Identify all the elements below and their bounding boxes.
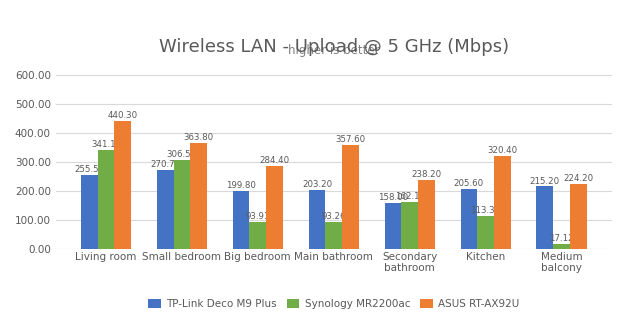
Bar bbox=[174, 160, 190, 249]
Bar bbox=[494, 156, 510, 249]
Text: 320.40: 320.40 bbox=[487, 146, 517, 155]
Text: 203.20: 203.20 bbox=[302, 180, 332, 189]
Bar bbox=[553, 244, 570, 249]
Text: 158.00: 158.00 bbox=[378, 193, 408, 202]
Bar bbox=[401, 202, 418, 249]
Bar bbox=[536, 186, 553, 249]
Text: 162.10: 162.10 bbox=[394, 192, 425, 201]
Text: 357.60: 357.60 bbox=[336, 135, 365, 144]
Text: 341.10: 341.10 bbox=[91, 140, 121, 149]
Bar bbox=[325, 222, 342, 249]
Bar bbox=[114, 121, 131, 249]
Text: 113.30: 113.30 bbox=[470, 206, 501, 215]
Bar bbox=[266, 166, 283, 249]
Bar bbox=[384, 203, 401, 249]
Bar bbox=[250, 222, 266, 249]
Text: 93.26: 93.26 bbox=[321, 212, 346, 221]
Bar bbox=[570, 184, 586, 249]
Bar bbox=[233, 191, 250, 249]
Text: 270.70: 270.70 bbox=[150, 160, 180, 169]
Text: 238.20: 238.20 bbox=[412, 170, 441, 179]
Text: 224.20: 224.20 bbox=[563, 174, 593, 183]
Bar bbox=[98, 150, 114, 249]
Text: 205.60: 205.60 bbox=[454, 179, 484, 188]
Text: 17.12: 17.12 bbox=[549, 234, 574, 243]
Bar bbox=[477, 216, 494, 249]
Bar bbox=[157, 170, 174, 249]
Text: 215.20: 215.20 bbox=[530, 176, 560, 186]
Legend: TP-Link Deco M9 Plus, Synology MR2200ac, ASUS RT-AX92U: TP-Link Deco M9 Plus, Synology MR2200ac,… bbox=[145, 296, 522, 312]
Text: 255.50: 255.50 bbox=[74, 165, 104, 174]
Title: Wireless LAN - Upload @ 5 GHz (Mbps): Wireless LAN - Upload @ 5 GHz (Mbps) bbox=[159, 38, 509, 56]
Text: 199.80: 199.80 bbox=[226, 181, 256, 190]
Text: 306.50: 306.50 bbox=[167, 150, 197, 159]
Text: 440.30: 440.30 bbox=[108, 111, 138, 120]
Text: 93.91: 93.91 bbox=[245, 212, 270, 221]
Bar bbox=[190, 143, 207, 249]
Bar bbox=[308, 190, 325, 249]
Bar bbox=[418, 180, 434, 249]
Bar bbox=[460, 189, 477, 249]
Bar bbox=[342, 145, 359, 249]
Text: 363.80: 363.80 bbox=[184, 133, 214, 143]
Bar bbox=[81, 175, 98, 249]
Text: higher is better: higher is better bbox=[288, 44, 379, 57]
Text: 284.40: 284.40 bbox=[260, 157, 290, 166]
